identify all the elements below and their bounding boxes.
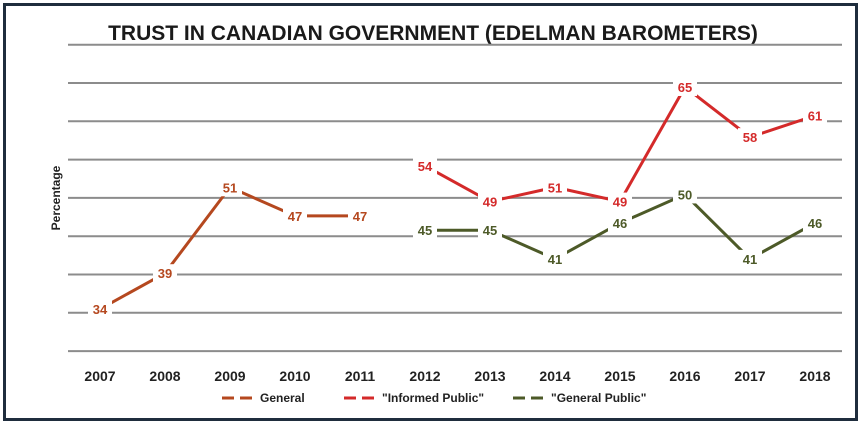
data-label-bg [673, 77, 697, 96]
data-point-label: 34 [88, 300, 112, 319]
legend-item: "Informed Public" [344, 391, 484, 405]
x-tick-label: 2013 [474, 368, 505, 384]
data-point-label: 47 [348, 206, 372, 225]
data-label-bg [738, 128, 762, 147]
legend-label: General [260, 391, 305, 405]
data-label: 34 [93, 302, 108, 317]
data-label-bg [348, 206, 372, 225]
x-tick-label: 2018 [799, 368, 830, 384]
data-label: 58 [743, 130, 757, 145]
data-label: 45 [483, 223, 497, 238]
x-tick-label: 2016 [669, 368, 700, 384]
data-point-label: 45 [413, 221, 437, 240]
data-label: 41 [548, 252, 562, 267]
data-label: 46 [613, 216, 627, 231]
legend-label: "General Public" [551, 391, 646, 405]
data-point-label: 39 [153, 264, 177, 283]
data-label: 46 [808, 216, 822, 231]
x-tick-label: 2010 [279, 368, 310, 384]
data-label-bg [803, 214, 827, 233]
legend-item: "General Public" [513, 391, 646, 405]
data-point-label: 54 [413, 156, 437, 175]
data-point-label: 51 [218, 178, 242, 197]
data-label: 41 [743, 252, 757, 267]
x-tick-label: 2017 [734, 368, 765, 384]
data-label-bg [88, 300, 112, 319]
data-label-bg [738, 249, 762, 268]
data-point-label: 49 [608, 192, 632, 211]
data-point-label: 45 [478, 221, 502, 240]
data-label-bg [803, 106, 827, 125]
x-tick-label: 2014 [539, 368, 570, 384]
data-label: 45 [418, 223, 432, 238]
data-point-label: 50 [673, 185, 697, 204]
data-label-bg [478, 192, 502, 211]
data-label-bg [543, 178, 567, 197]
data-label: 49 [613, 195, 627, 210]
data-label-bg [413, 156, 437, 175]
x-tick-label: 2015 [604, 368, 635, 384]
x-tick-label: 2007 [84, 368, 115, 384]
legend: General "Informed Public" "General Public" [222, 391, 646, 405]
data-label-bg [673, 185, 697, 204]
data-point-label: 46 [803, 214, 827, 233]
chart-title: TRUST IN CANADIAN GOVERNMENT (EDELMAN BA… [108, 22, 758, 45]
y-axis-label: Percentage [49, 165, 63, 230]
data-point-label: 51 [543, 178, 567, 197]
data-point-label: 47 [283, 206, 307, 225]
data-label-bg [283, 206, 307, 225]
data-label-bg [218, 178, 242, 197]
data-label-bg [608, 192, 632, 211]
data-label: 47 [353, 209, 367, 224]
data-labels: 34 39 51 47 47 54 49 51 49 65 58 61 45 45 41 46 50 41 46 [88, 77, 827, 319]
data-point-label: 41 [738, 249, 762, 268]
series-line [99, 185, 360, 311]
data-point-label: 49 [478, 192, 502, 211]
x-tick-label: 2008 [149, 368, 180, 384]
legend-label: "Informed Public" [382, 391, 484, 405]
data-label: 61 [808, 109, 822, 124]
data-label-bg [478, 221, 502, 240]
data-label: 51 [548, 180, 562, 195]
data-point-label: 58 [738, 128, 762, 147]
x-tick-label: 2012 [409, 368, 440, 384]
data-label: 65 [678, 80, 692, 95]
gridlines [68, 43, 842, 353]
x-tick-label: 2009 [214, 368, 245, 384]
data-point-label: 41 [543, 249, 567, 268]
data-label: 50 [678, 187, 692, 202]
data-label: 47 [288, 209, 302, 224]
data-point-label: 46 [608, 214, 632, 233]
data-label-bg [153, 264, 177, 283]
data-label-bg [543, 249, 567, 268]
x-tick-label: 2011 [345, 368, 376, 384]
data-label: 54 [418, 159, 433, 174]
data-label: 49 [483, 195, 497, 210]
data-label: 51 [223, 180, 237, 195]
legend-item: General [222, 391, 305, 405]
data-label: 39 [158, 266, 172, 281]
x-axis-ticks: 2007 2008 2009 2010 2011 2012 2013 2014 2015 2016… [84, 368, 830, 384]
data-point-label: 65 [673, 77, 697, 96]
data-label-bg [413, 221, 437, 240]
data-label-bg [608, 214, 632, 233]
data-point-label: 61 [803, 106, 827, 125]
